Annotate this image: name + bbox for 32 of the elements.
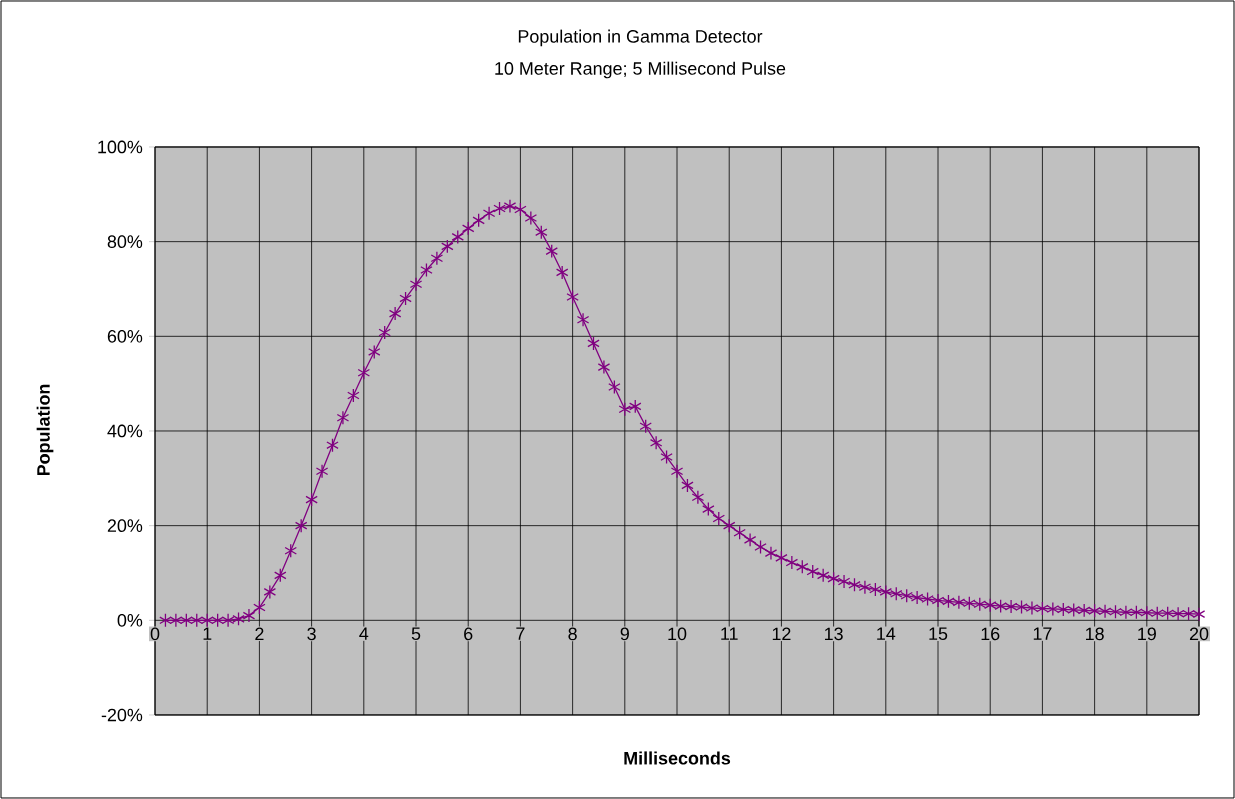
x-tick-label: 16 (981, 627, 1000, 641)
x-tick-label: 6 (464, 627, 473, 641)
x-tick-label: 11 (721, 627, 738, 640)
x-tick-label: 12 (772, 627, 791, 641)
chart-subtitle: 10 Meter Range; 5 Millisecond Pulse (495, 61, 786, 79)
y-axis-title: Population (36, 384, 54, 476)
x-tick-label: 14 (877, 627, 896, 640)
x-tick-label: 18 (1086, 627, 1104, 641)
x-tick-label: 20 (1189, 627, 1209, 641)
chart-title: Population in Gamma Detector (518, 29, 763, 47)
y-tick-label: -20% (101, 708, 143, 722)
y-tick-label: 80% (107, 235, 143, 248)
x-tick-label: 8 (568, 627, 577, 641)
x-axis-title: Milliseconds (624, 751, 731, 765)
y-tick-label: 40% (107, 424, 143, 438)
y-tick-label: 20% (107, 519, 143, 532)
x-tick-label: 9 (620, 627, 629, 641)
x-tick-label: 5 (411, 627, 421, 641)
x-tick-label: 2 (255, 627, 264, 641)
y-tick-label: 100% (98, 140, 143, 154)
x-tick-label: 15 (929, 627, 948, 641)
x-tick-label: 0 (150, 627, 160, 641)
x-tick-label: 7 (516, 627, 525, 640)
x-tick-label: 13 (825, 627, 843, 641)
x-tick-label: 3 (307, 627, 316, 641)
x-tick-label: 4 (359, 627, 369, 640)
x-tick-label: 17 (1033, 627, 1052, 640)
x-tick-label: 10 (668, 627, 687, 641)
y-tick-label: 60% (107, 329, 143, 343)
x-tick-label: 1 (203, 627, 212, 640)
x-tick-label: 19 (1138, 627, 1156, 641)
y-tick-label: 0% (117, 613, 143, 627)
